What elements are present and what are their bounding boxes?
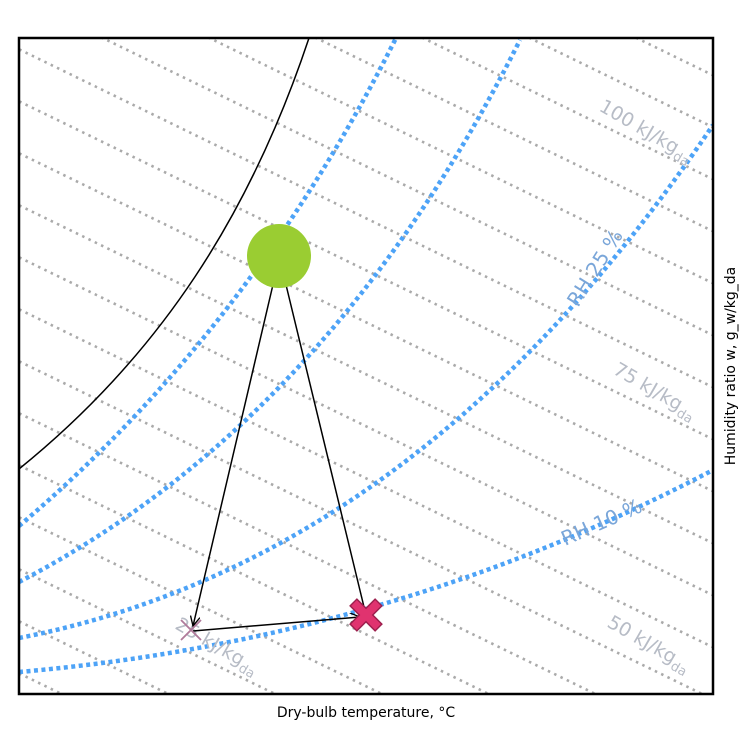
arrow-thick-x-to-green [280, 260, 365, 608]
enthalpy-line [19, 151, 713, 493]
enthalpy-line [99, 38, 713, 337]
enthalpy-line [526, 38, 713, 129]
enthalpy-label-50: 50 kJ/kgda [602, 611, 695, 680]
rh-curve [19, 123, 713, 641]
arrow-thin-x-to-thick-x [192, 617, 360, 632]
state-point-thin-x [180, 619, 202, 641]
rh-curve [19, 38, 399, 528]
enthalpy-line [633, 38, 713, 77]
enthalpy-label-100: 100 kJ/kgda [594, 95, 698, 170]
state-point-green [247, 224, 311, 288]
arrow-green-to-thin-x [193, 258, 280, 626]
state-point-thick-x [349, 598, 383, 632]
enthalpy-line [0, 0, 750, 14]
plot-frame [17, 36, 715, 696]
enthalpy-line [19, 463, 492, 694]
rh-curve [19, 38, 523, 584]
enthalpy-line [0, 0, 750, 66]
enthalpy-line [420, 38, 713, 181]
relative-humidity-lines [19, 38, 713, 675]
rh-curve [19, 468, 713, 675]
enthalpy-line [19, 255, 713, 597]
enthalpy-label-75: 75 kJ/kgda [608, 358, 701, 427]
rh-label-10: RH 10 % [557, 494, 645, 551]
saturation-curve [19, 38, 310, 470]
enthalpy-line [0, 744, 750, 750]
rh-label-25: RH 25 % [562, 225, 628, 311]
x-axis-label: Dry-bulb temperature, °C [277, 705, 456, 721]
y-axis-label: Humidity ratio w, g_w/kg_da [723, 267, 739, 466]
